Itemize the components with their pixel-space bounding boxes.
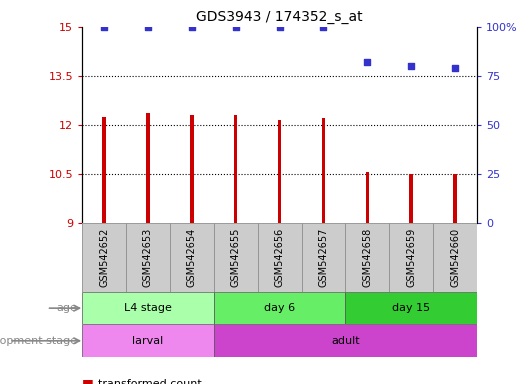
Bar <box>389 223 433 292</box>
Text: day 6: day 6 <box>264 303 295 313</box>
Bar <box>126 223 170 292</box>
Point <box>319 24 328 30</box>
Title: GDS3943 / 174352_s_at: GDS3943 / 174352_s_at <box>196 10 363 25</box>
Bar <box>214 324 477 357</box>
Text: GSM542658: GSM542658 <box>363 228 372 287</box>
Bar <box>234 115 237 223</box>
Point <box>188 24 196 30</box>
Bar <box>366 172 369 223</box>
Point <box>100 24 108 30</box>
Bar <box>346 292 477 324</box>
Bar <box>146 113 149 223</box>
Bar <box>82 292 214 324</box>
Text: GSM542656: GSM542656 <box>275 228 285 287</box>
Bar <box>278 120 281 223</box>
Point <box>232 24 240 30</box>
Text: age: age <box>56 303 77 313</box>
Bar <box>433 223 477 292</box>
Bar <box>102 117 106 223</box>
Bar <box>214 223 258 292</box>
Text: GSM542657: GSM542657 <box>319 228 329 287</box>
Text: GSM542652: GSM542652 <box>99 228 109 287</box>
Bar <box>190 115 193 223</box>
Bar <box>214 292 346 324</box>
Text: adult: adult <box>331 336 360 346</box>
Text: development stage: development stage <box>0 336 77 346</box>
Text: GSM542653: GSM542653 <box>143 228 153 287</box>
Point <box>276 24 284 30</box>
Text: L4 stage: L4 stage <box>124 303 172 313</box>
Bar <box>170 223 214 292</box>
Bar <box>302 223 346 292</box>
Text: transformed count: transformed count <box>98 379 202 384</box>
Point <box>451 65 460 71</box>
Bar <box>346 223 389 292</box>
Text: GSM542659: GSM542659 <box>406 228 416 287</box>
Point <box>144 24 152 30</box>
Bar <box>258 223 302 292</box>
Bar <box>410 174 413 223</box>
Point <box>363 59 372 65</box>
Text: GSM542660: GSM542660 <box>450 228 460 287</box>
Text: ■: ■ <box>82 377 94 384</box>
Bar <box>453 174 457 223</box>
Text: day 15: day 15 <box>392 303 430 313</box>
Bar <box>82 223 126 292</box>
Point <box>407 63 416 69</box>
Bar <box>82 324 214 357</box>
Text: GSM542655: GSM542655 <box>231 228 241 287</box>
Text: GSM542654: GSM542654 <box>187 228 197 287</box>
Text: larval: larval <box>132 336 164 346</box>
Bar <box>322 118 325 223</box>
